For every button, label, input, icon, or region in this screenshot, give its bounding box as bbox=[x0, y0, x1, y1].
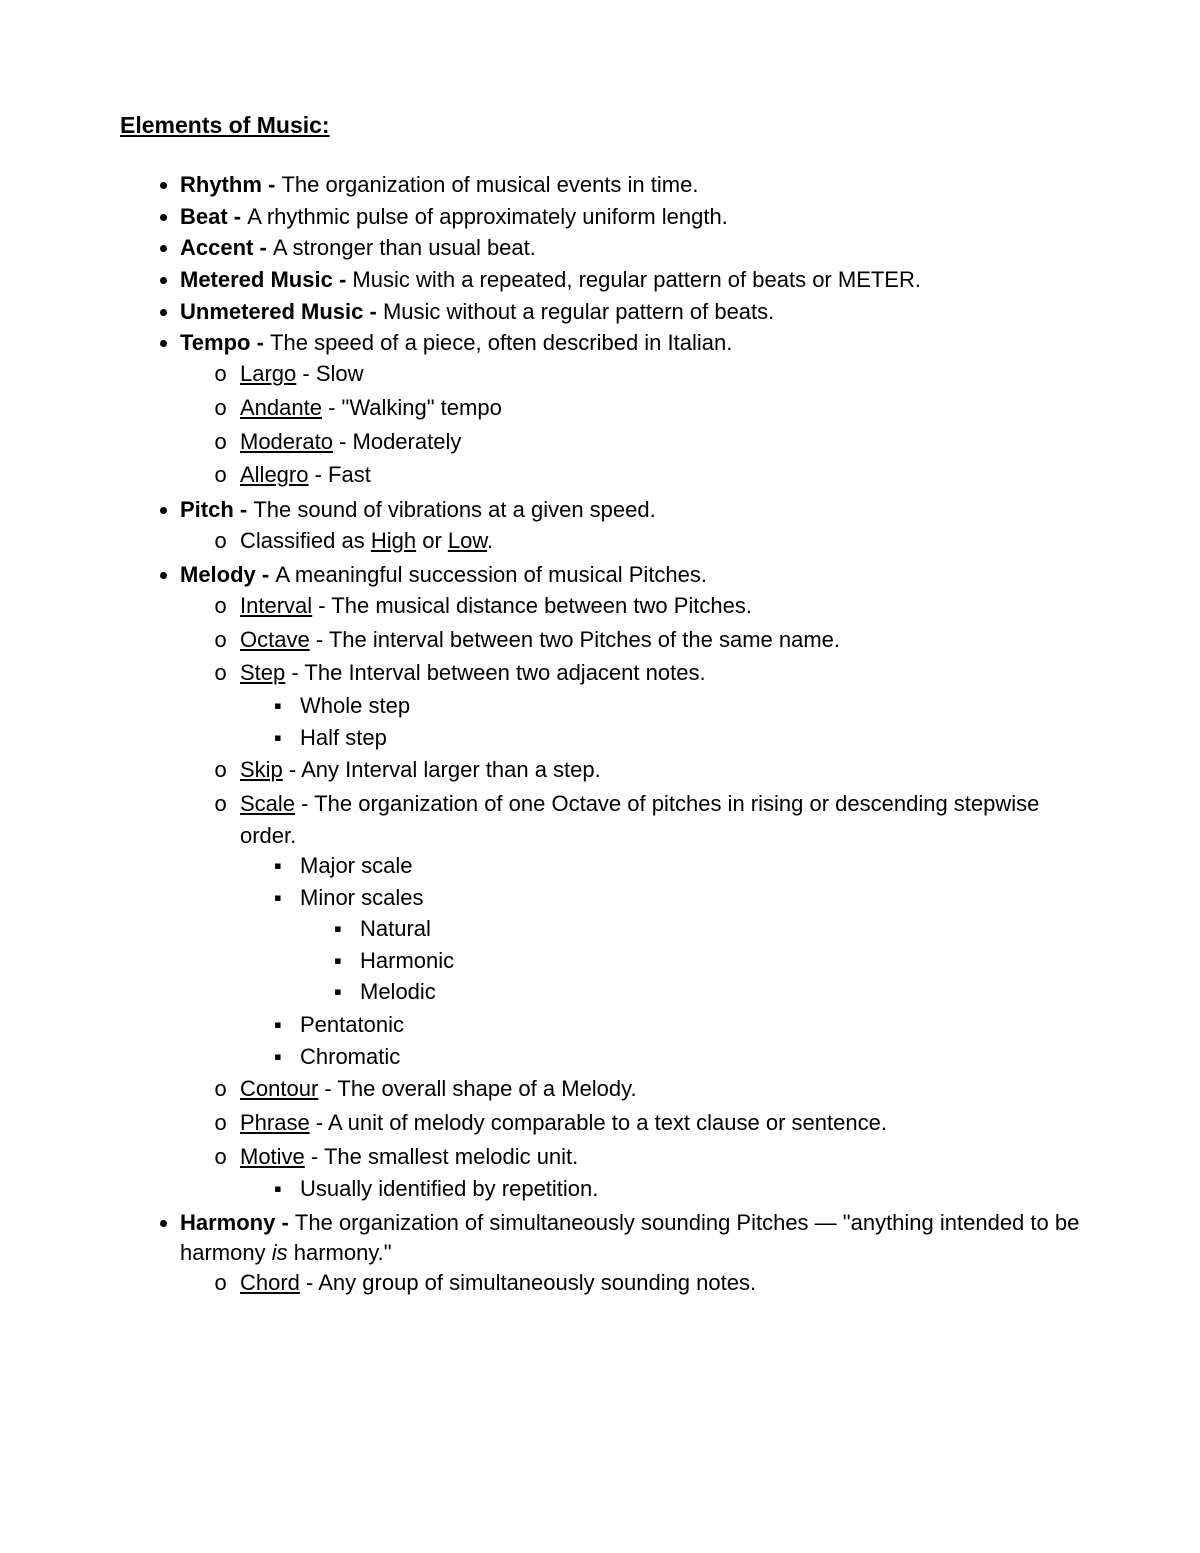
term: Unmetered Music bbox=[180, 299, 363, 324]
item-beat: Beat - A rhythmic pulse of approximately… bbox=[180, 201, 1080, 233]
definition: The sound of vibrations at a given speed… bbox=[253, 497, 655, 522]
term: Metered Music bbox=[180, 267, 333, 292]
term: Pitch bbox=[180, 497, 234, 522]
minor-sublist: Natural Harmonic Melodic bbox=[300, 913, 1080, 1008]
melody-contour: Contour - The overall shape of a Melody. bbox=[240, 1073, 1080, 1107]
melody-interval: Interval - The musical distance between … bbox=[240, 590, 1080, 624]
melody-octave: Octave - The interval between two Pitche… bbox=[240, 624, 1080, 658]
item-accent: Accent - A stronger than usual beat. bbox=[180, 232, 1080, 264]
term: Beat bbox=[180, 204, 228, 229]
minor-harmonic: Harmonic bbox=[360, 945, 1080, 977]
definition: Music without a regular pattern of beats… bbox=[383, 299, 774, 324]
melody-step: Step - The Interval between two adjacent… bbox=[240, 657, 1080, 754]
melody-scale: Scale - The organization of one Octave o… bbox=[240, 788, 1080, 1073]
step-half: Half step bbox=[300, 722, 1080, 754]
definition: A stronger than usual beat. bbox=[273, 235, 536, 260]
item-tempo: Tempo - The speed of a piece, often desc… bbox=[180, 327, 1080, 493]
term: Accent bbox=[180, 235, 253, 260]
item-rhythm: Rhythm - The organization of musical eve… bbox=[180, 169, 1080, 201]
item-melody: Melody - A meaningful succession of musi… bbox=[180, 559, 1080, 1207]
motive-repetition: Usually identified by repetition. bbox=[300, 1173, 1080, 1205]
scale-minor: Minor scales Natural Harmonic Melodic bbox=[300, 882, 1080, 1009]
document-page: Elements of Music: Rhythm - The organiza… bbox=[0, 0, 1200, 1362]
pitch-classified: Classified as High or Low. bbox=[240, 525, 1080, 559]
melody-phrase: Phrase - A unit of melody comparable to … bbox=[240, 1107, 1080, 1141]
step-whole: Whole step bbox=[300, 690, 1080, 722]
item-metered: Metered Music - Music with a repeated, r… bbox=[180, 264, 1080, 296]
minor-melodic: Melodic bbox=[360, 976, 1080, 1008]
scale-sublist: Major scale Minor scales Natural Harmoni… bbox=[240, 850, 1080, 1072]
definition: The speed of a piece, often described in… bbox=[270, 330, 732, 355]
page-title: Elements of Music: bbox=[120, 110, 1080, 141]
term: Harmony bbox=[180, 1210, 275, 1235]
scale-major: Major scale bbox=[300, 850, 1080, 882]
tempo-moderato: Moderato - Moderately bbox=[240, 426, 1080, 460]
term: Melody bbox=[180, 562, 256, 587]
item-harmony: Harmony - The organization of simultaneo… bbox=[180, 1207, 1080, 1302]
item-unmetered: Unmetered Music - Music without a regula… bbox=[180, 296, 1080, 328]
item-pitch: Pitch - The sound of vibrations at a giv… bbox=[180, 494, 1080, 559]
definition: A rhythmic pulse of approximately unifor… bbox=[247, 204, 728, 229]
main-list: Rhythm - The organization of musical eve… bbox=[120, 169, 1080, 1302]
tempo-sublist: Largo - Slow Andante - "Walking" tempo M… bbox=[180, 358, 1080, 493]
term: Rhythm bbox=[180, 172, 262, 197]
scale-pentatonic: Pentatonic bbox=[300, 1009, 1080, 1041]
definition: Music with a repeated, regular pattern o… bbox=[352, 267, 921, 292]
melody-sublist: Interval - The musical distance between … bbox=[180, 590, 1080, 1206]
tempo-andante: Andante - "Walking" tempo bbox=[240, 392, 1080, 426]
scale-chromatic: Chromatic bbox=[300, 1041, 1080, 1073]
step-sublist: Whole step Half step bbox=[240, 690, 1080, 753]
harmony-chord: Chord - Any group of simultaneously soun… bbox=[240, 1267, 1080, 1301]
melody-skip: Skip - Any Interval larger than a step. bbox=[240, 754, 1080, 788]
definition: A meaningful succession of musical Pitch… bbox=[275, 562, 707, 587]
motive-sublist: Usually identified by repetition. bbox=[240, 1173, 1080, 1205]
definition: The organization of musical events in ti… bbox=[281, 172, 698, 197]
term: Tempo bbox=[180, 330, 250, 355]
minor-natural: Natural bbox=[360, 913, 1080, 945]
melody-motive: Motive - The smallest melodic unit. Usua… bbox=[240, 1141, 1080, 1206]
tempo-allegro: Allegro - Fast bbox=[240, 459, 1080, 493]
harmony-sublist: Chord - Any group of simultaneously soun… bbox=[180, 1267, 1080, 1301]
tempo-largo: Largo - Slow bbox=[240, 358, 1080, 392]
pitch-sublist: Classified as High or Low. bbox=[180, 525, 1080, 559]
